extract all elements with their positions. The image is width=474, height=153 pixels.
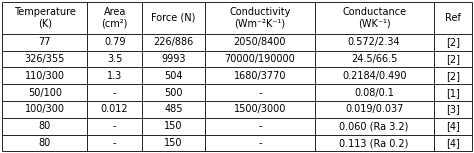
Text: [2]: [2] [446, 37, 460, 47]
Text: 50/100: 50/100 [28, 88, 62, 98]
Text: 150: 150 [164, 121, 183, 131]
Text: 110/300: 110/300 [25, 71, 65, 81]
Text: -: - [258, 121, 262, 131]
Text: 0.2184/0.490: 0.2184/0.490 [342, 71, 406, 81]
Text: 326/355: 326/355 [25, 54, 65, 64]
Text: 226/886: 226/886 [154, 37, 194, 47]
Text: Force (N): Force (N) [151, 13, 196, 23]
Text: 80: 80 [39, 121, 51, 131]
Text: Area
(cm²): Area (cm²) [101, 7, 128, 28]
Text: 24.5/66.5: 24.5/66.5 [351, 54, 397, 64]
Text: 485: 485 [164, 104, 183, 114]
Text: -: - [258, 138, 262, 148]
Text: 100/300: 100/300 [25, 104, 65, 114]
Text: Ref: Ref [445, 13, 461, 23]
Text: -: - [113, 138, 117, 148]
Text: Conductance
(WK⁻¹): Conductance (WK⁻¹) [342, 7, 406, 28]
Text: 80: 80 [39, 138, 51, 148]
Text: 0.060 (Ra 3.2): 0.060 (Ra 3.2) [339, 121, 409, 131]
Text: [2]: [2] [446, 71, 460, 81]
Text: [2]: [2] [446, 54, 460, 64]
Text: [3]: [3] [446, 104, 460, 114]
Text: 0.012: 0.012 [101, 104, 128, 114]
Text: [1]: [1] [446, 88, 460, 98]
Text: 0.019/0.037: 0.019/0.037 [345, 104, 403, 114]
Text: -: - [113, 121, 117, 131]
Text: 150: 150 [164, 138, 183, 148]
Text: 70000/190000: 70000/190000 [225, 54, 295, 64]
Text: 3.5: 3.5 [107, 54, 122, 64]
Text: Temperature
(K): Temperature (K) [14, 7, 76, 28]
Text: 9993: 9993 [161, 54, 186, 64]
Text: 77: 77 [38, 37, 51, 47]
Text: 1680/3770: 1680/3770 [234, 71, 286, 81]
Text: -: - [258, 88, 262, 98]
Text: 0.572/2.34: 0.572/2.34 [348, 37, 401, 47]
Text: 0.08/0.1: 0.08/0.1 [354, 88, 394, 98]
Text: 0.113 (Ra 0.2): 0.113 (Ra 0.2) [339, 138, 409, 148]
Text: 2050/8400: 2050/8400 [234, 37, 286, 47]
Text: 504: 504 [164, 71, 183, 81]
Text: -: - [113, 88, 117, 98]
Text: 500: 500 [164, 88, 183, 98]
Text: 0.79: 0.79 [104, 37, 126, 47]
Text: 1500/3000: 1500/3000 [234, 104, 286, 114]
Text: [4]: [4] [446, 121, 460, 131]
Text: 1.3: 1.3 [107, 71, 122, 81]
Text: [4]: [4] [446, 138, 460, 148]
Text: Conductivity
(Wm⁻²K⁻¹): Conductivity (Wm⁻²K⁻¹) [229, 7, 291, 28]
